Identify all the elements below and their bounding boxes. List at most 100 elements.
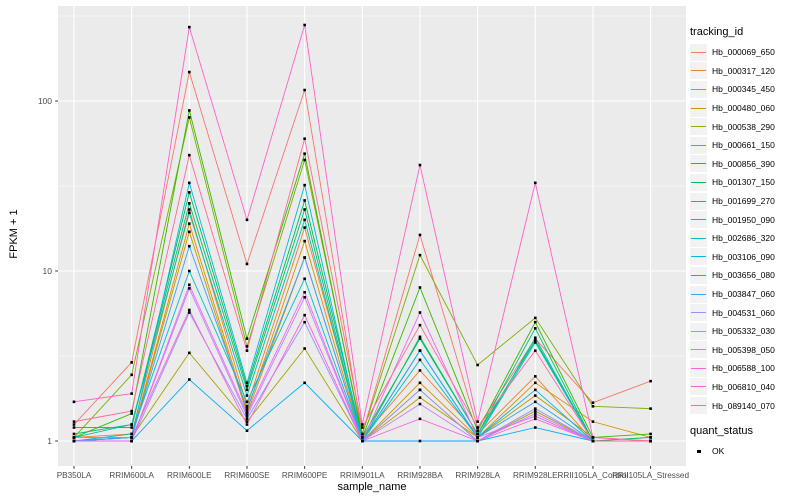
data-point (361, 432, 364, 436)
data-point (130, 423, 133, 426)
panel-background (58, 6, 686, 466)
data-point (245, 345, 249, 348)
data-point (188, 70, 191, 74)
legend-key-square-icon (690, 443, 707, 460)
data-point (533, 407, 537, 410)
data-point (245, 262, 249, 266)
data-point (591, 404, 595, 408)
data-point (533, 181, 537, 185)
x-tick-label: RRIM928BA (397, 471, 443, 480)
legend-item: Hb_006810_040 (690, 378, 800, 397)
legend-key-line-icon (690, 248, 707, 266)
data-point (130, 409, 133, 413)
data-point (476, 420, 479, 423)
legend-key-line-icon (690, 304, 707, 322)
data-point (130, 426, 133, 429)
data-point (476, 439, 479, 443)
data-point (533, 394, 537, 397)
legend-item: Hb_006588_100 (690, 359, 800, 378)
legend-item: Hb_001950_090 (690, 210, 800, 229)
legend-item-label: Hb_089140_070 (712, 400, 775, 411)
legend-item-label: Hb_000538_290 (712, 121, 775, 132)
legend-item: Hb_000538_290 (690, 117, 800, 136)
data-point (245, 417, 249, 421)
legend-item-label: Hb_004531_060 (712, 307, 775, 318)
legend-item: Hb_089140_070 (690, 396, 800, 415)
data-point (303, 296, 306, 299)
x-tick-label: RRIM600SE (224, 471, 270, 480)
data-point (649, 432, 652, 436)
legend-item-label: Hb_003656_080 (712, 270, 775, 281)
legend-key-line-icon (690, 211, 707, 229)
data-point (418, 349, 422, 352)
data-point (418, 396, 422, 399)
legend-item: Hb_001699_270 (690, 192, 800, 211)
data-point (303, 158, 306, 162)
legend-key-line-icon (690, 173, 707, 191)
data-point (188, 311, 191, 314)
legend-quant-items: OK (690, 442, 800, 461)
data-point (245, 414, 249, 418)
x-tick-label: RRII105LA_Control (557, 471, 628, 480)
legend-key-line-icon (690, 359, 707, 377)
data-point (476, 432, 479, 436)
data-point (533, 327, 537, 330)
legend-item-label: Hb_000661_150 (712, 140, 775, 151)
data-point (418, 381, 422, 385)
data-point (418, 323, 422, 327)
legend-key-line-icon (690, 397, 707, 415)
data-point (533, 414, 537, 418)
data-point (533, 417, 537, 421)
legend-key-line-icon (690, 378, 707, 396)
data-point (303, 256, 306, 259)
legend-item: Hb_000345_450 (690, 80, 800, 99)
x-tick-label: RRIM600LA (109, 471, 154, 480)
x-tick-label: PB350LA (57, 471, 92, 480)
data-point (533, 349, 537, 352)
data-point (245, 349, 249, 352)
legend-item: Hb_003656_080 (690, 266, 800, 285)
data-point (188, 153, 191, 157)
data-point (303, 313, 306, 317)
data-point (303, 199, 306, 202)
y-axis-title: FPKM + 1 (8, 209, 20, 259)
legend-key-line-icon (690, 62, 707, 80)
legend-item-label: Hb_000069_650 (712, 47, 775, 58)
legend-item-label: Hb_001307_150 (712, 177, 775, 188)
data-point (245, 388, 249, 392)
y-tick-label: 1 (47, 436, 52, 446)
data-point (245, 381, 249, 385)
data-point (188, 181, 191, 185)
data-point (476, 363, 479, 367)
data-point (418, 417, 422, 421)
data-point (418, 233, 422, 237)
legend-item-label: Hb_006810_040 (712, 381, 775, 392)
data-point (245, 400, 249, 404)
data-point (476, 436, 479, 439)
legend-item-label: Hb_003106_090 (712, 251, 775, 262)
legend-key-line-icon (690, 80, 707, 98)
data-point (418, 253, 422, 257)
legend-item-label: Hb_005332_030 (712, 326, 775, 337)
data-point (418, 439, 422, 443)
legend-item: Hb_000661_150 (690, 136, 800, 155)
data-point (418, 388, 422, 392)
data-point (476, 429, 479, 432)
data-point (188, 308, 191, 312)
data-point (130, 436, 133, 439)
data-point (188, 222, 191, 225)
legend-item-label: Hb_003847_060 (712, 289, 775, 300)
legend-key-line-icon (690, 229, 707, 247)
data-point (188, 211, 191, 215)
legend-item-label: Hb_006588_100 (712, 363, 775, 374)
legend-item: Hb_003847_060 (690, 285, 800, 304)
data-point (188, 351, 191, 355)
data-point (303, 208, 306, 211)
data-point (418, 163, 422, 167)
data-point (245, 394, 249, 397)
legend-title-tracking-id: tracking_id (690, 26, 744, 38)
x-tick-label: RRIM600PE (282, 471, 328, 480)
legend-key-line-icon (690, 155, 707, 173)
data-point (303, 290, 306, 294)
legend-item-label: Hb_002686_320 (712, 233, 775, 244)
